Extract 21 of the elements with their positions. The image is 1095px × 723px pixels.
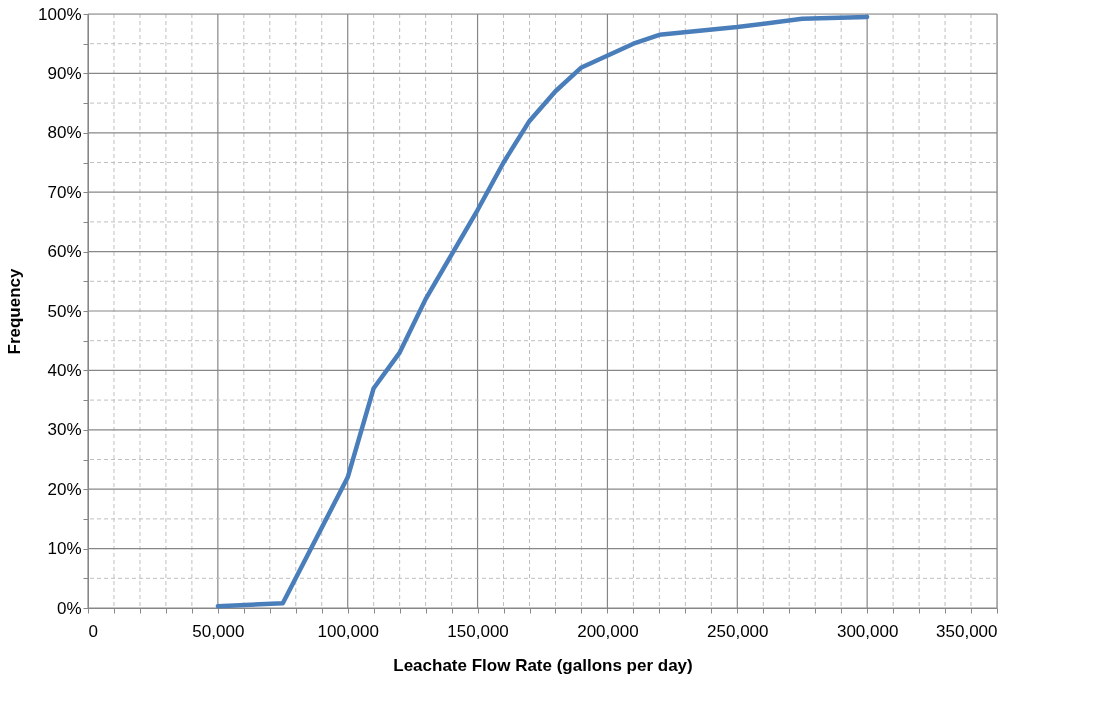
y-tick-label: 90% [47,63,82,83]
x-tick-label: 300,000 [836,621,899,641]
y-tick-label: 0% [56,598,82,618]
x-tick-label: 50,000 [192,621,245,641]
y-tick-label: 20% [47,479,82,499]
x-tick-label: 0 [88,621,98,641]
y-tick-label: 60% [47,242,82,262]
y-tick-label: 10% [47,539,82,559]
x-axis-title: Leachate Flow Rate (gallons per day) [393,655,693,675]
y-tick-label: 100% [38,4,82,24]
x-tick-label: 100,000 [317,621,379,641]
y-axis-title: Frequency [5,267,25,355]
y-tick-label: 70% [47,182,82,202]
y-tick-label: 50% [47,301,82,321]
x-tick-label: 250,000 [707,621,769,641]
x-tick-label: 150,000 [447,621,509,641]
y-tick-label: 80% [47,123,82,143]
x-tick-label: 350,000 [936,621,998,641]
y-tick-label: 30% [47,420,82,440]
x-tick-label: 200,000 [577,621,639,641]
y-tick-label: 40% [47,360,82,380]
